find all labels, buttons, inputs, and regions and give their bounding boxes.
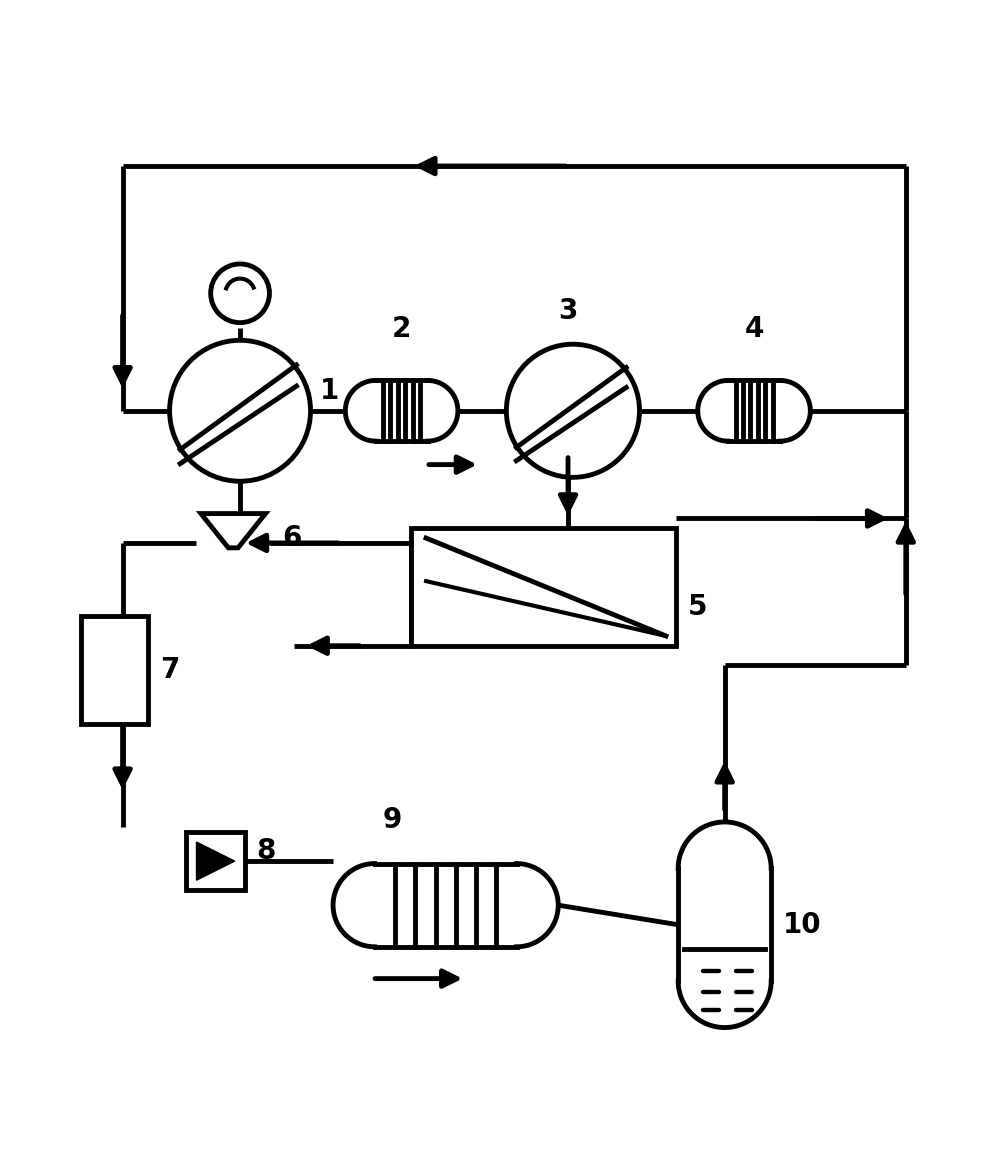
Text: 1: 1 <box>321 377 340 405</box>
Polygon shape <box>375 864 516 946</box>
Polygon shape <box>376 380 428 441</box>
Text: 3: 3 <box>558 297 577 325</box>
Text: 5: 5 <box>687 593 707 621</box>
Polygon shape <box>728 380 780 441</box>
Polygon shape <box>780 380 810 441</box>
Polygon shape <box>516 864 558 946</box>
Circle shape <box>170 340 311 481</box>
Circle shape <box>506 344 639 478</box>
Bar <box>186 831 245 891</box>
Bar <box>412 528 675 646</box>
Polygon shape <box>697 380 728 441</box>
Text: 8: 8 <box>257 837 276 865</box>
Polygon shape <box>678 869 771 981</box>
Text: 2: 2 <box>392 316 412 343</box>
Polygon shape <box>428 380 458 441</box>
Circle shape <box>211 264 270 323</box>
Polygon shape <box>346 380 376 441</box>
Text: 6: 6 <box>282 524 302 552</box>
Bar <box>82 616 148 724</box>
Polygon shape <box>197 842 235 880</box>
Text: 10: 10 <box>783 911 821 939</box>
Text: 7: 7 <box>160 656 179 684</box>
Text: 4: 4 <box>744 316 763 343</box>
Text: 9: 9 <box>383 807 402 835</box>
Polygon shape <box>201 513 266 548</box>
Polygon shape <box>333 864 375 946</box>
